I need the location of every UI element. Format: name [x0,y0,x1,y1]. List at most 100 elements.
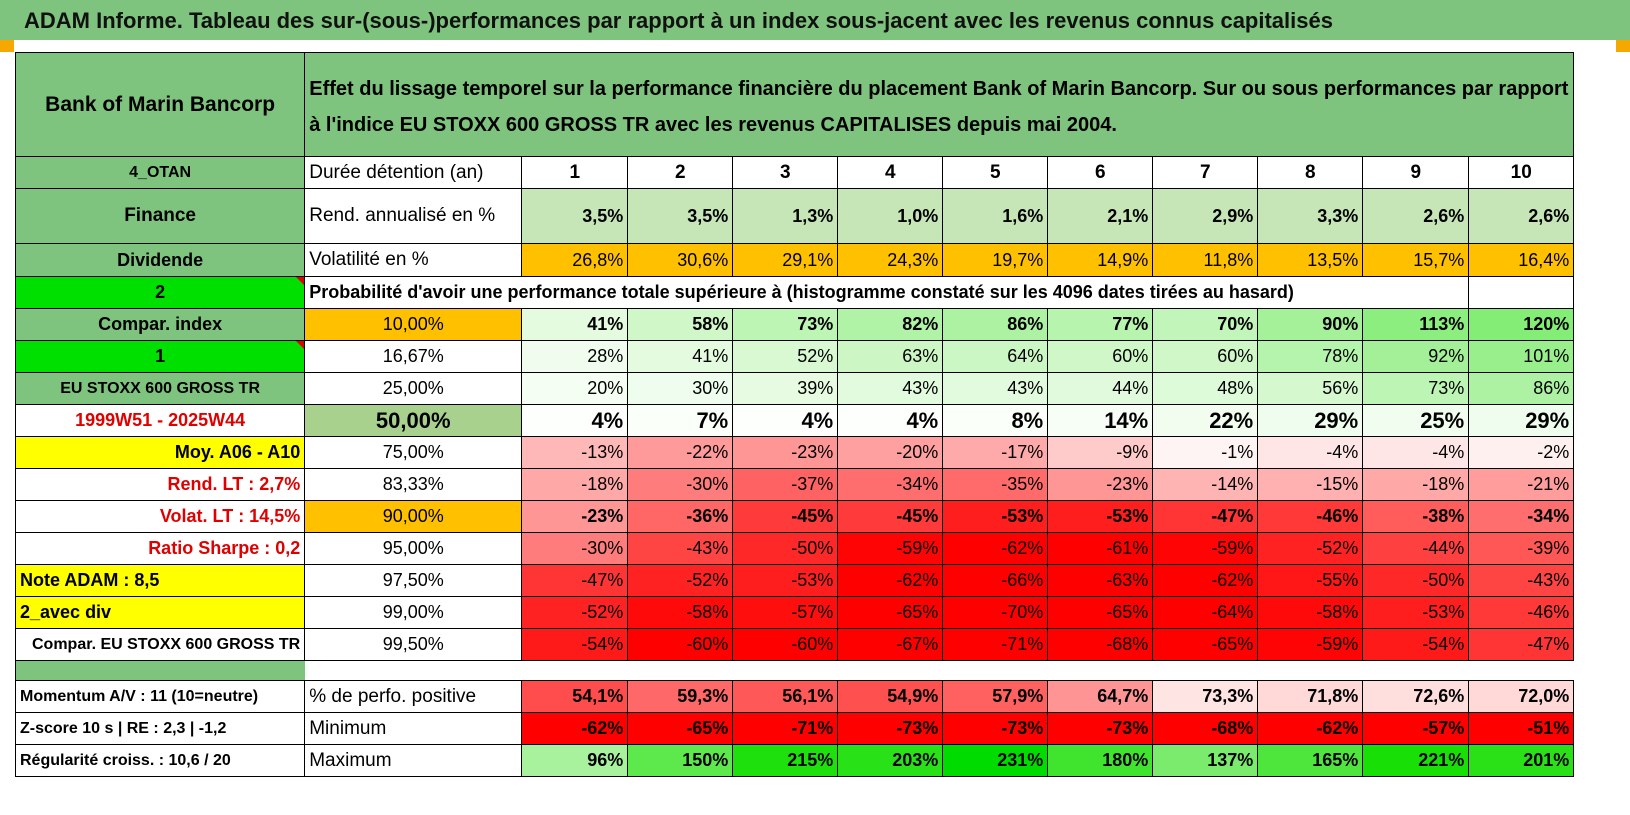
proba-value: -57% [732,596,839,629]
minimum-value: -65% [627,712,734,745]
proba-value: 58% [627,308,734,341]
proba-value: -65% [837,596,944,629]
proba-value: 82% [837,308,944,341]
volat-value: 29,1% [732,243,839,277]
rend-value: 2,6% [1362,188,1470,244]
proba-value: -45% [837,500,944,533]
threshold-value: 16,67% [304,340,523,373]
proba-value: -66% [942,564,1049,597]
proba-value: -53% [732,564,839,597]
proba-value: -18% [1362,468,1470,501]
proba-value: -63% [1047,564,1154,597]
proba-value: 41% [521,308,629,341]
proba-value: 29% [1257,404,1364,437]
proba-value: 30% [627,372,734,405]
index-name-label: EU STOXX 600 GROSS TR [14,372,306,405]
proba-value: 39% [732,372,839,405]
rend-label: Rend. annualisé en % [304,188,523,244]
volat-value: 13,5% [1257,243,1364,277]
proba-value: 7% [627,404,734,437]
proba-value: -59% [1257,628,1364,661]
proba-value: -70% [942,596,1049,629]
proba-value: 77% [1047,308,1154,341]
volat-value: 11,8% [1152,243,1259,277]
description-line-1: Effet du lissage temporel sur la perform… [309,77,1569,100]
pct-pos-value: 56,1% [732,680,839,713]
proba-value: 70% [1152,308,1259,341]
proba-value: 120% [1468,308,1575,341]
proba-value: 73% [732,308,839,341]
volat-value: 30,6% [627,243,734,277]
proba-value: -50% [1362,564,1470,597]
proba-value: -59% [837,532,944,565]
proba-value: -44% [1362,532,1470,565]
duree-label: Durée détention (an) [304,156,523,189]
proba-value: -52% [521,596,629,629]
proba-value: -62% [1152,564,1259,597]
proba-value: 78% [1257,340,1364,373]
maximum-value: 150% [627,744,734,777]
volat-value: 24,3% [837,243,944,277]
proba-value: -61% [1047,532,1154,565]
proba-value: -53% [942,500,1049,533]
proba-value: 60% [1152,340,1259,373]
rend-value: 1,3% [732,188,839,244]
proba-value: -65% [1152,628,1259,661]
proba-value: -53% [1362,596,1470,629]
proba-value: -52% [1257,532,1364,565]
proba-value: -71% [942,628,1049,661]
maximum-value: 180% [1047,744,1154,777]
proba-value: 56% [1257,372,1364,405]
year-header: 6 [1047,156,1154,189]
proba-value: -20% [837,436,944,469]
proba-value: -4% [1362,436,1470,469]
year-header: 7 [1152,156,1259,189]
year-header: 9 [1362,156,1470,189]
proba-value: 29% [1468,404,1575,437]
proba-value: -46% [1468,596,1575,629]
frame-corner-right [1616,40,1630,52]
avec-div-label: 2_avec div [14,596,306,629]
maximum-value: 231% [942,744,1049,777]
proba-value: -52% [627,564,734,597]
proba-value: 4% [837,404,944,437]
compar-index-label: Compar. index [14,308,306,341]
volat-value: 15,7% [1362,243,1470,277]
minimum-value: -57% [1362,712,1470,745]
volat-value: 19,7% [942,243,1049,277]
page-title: ADAM Informe. Tableau des sur-(sous-)per… [24,8,1333,33]
company-name: Bank of Marin Bancorp [14,52,306,157]
proba-value: -17% [942,436,1049,469]
threshold-value: 97,50% [304,564,523,597]
threshold-value: 50,00% [304,404,523,437]
proba-value: -23% [1047,468,1154,501]
proba-value: -47% [1152,500,1259,533]
proba-value: 63% [837,340,944,373]
minimum-value: -51% [1468,712,1575,745]
proba-value: -60% [627,628,734,661]
proba-value: -22% [627,436,734,469]
proba-value: 43% [837,372,944,405]
proba-value: -68% [1047,628,1154,661]
threshold-value: 90,00% [304,500,523,533]
table-description: Effet du lissage temporel sur la perform… [304,52,1575,157]
proba-value: 20% [521,372,629,405]
moy-label: Moy. A06 - A10 [14,436,306,469]
proba-value: -53% [1047,500,1154,533]
compar-full-label: Compar. EU STOXX 600 GROSS TR [14,628,306,661]
pct-pos-value: 73,3% [1152,680,1259,713]
probability-caption: Probabilité d'avoir une performance tota… [304,276,1363,309]
proba-value: -38% [1362,500,1470,533]
note-label: Note ADAM : 8,5 [14,564,306,597]
proba-value: 28% [521,340,629,373]
proba-value: -14% [1152,468,1259,501]
proba-value: 48% [1152,372,1259,405]
proba-value: -47% [1468,628,1575,661]
proba-value: 60% [1047,340,1154,373]
period-label: 1999W51 - 2025W44 [14,404,306,437]
year-header: 2 [627,156,734,189]
proba-value: -37% [732,468,839,501]
threshold-value: 75,00% [304,436,523,469]
rend-value: 1,6% [942,188,1049,244]
proba-value: -43% [627,532,734,565]
